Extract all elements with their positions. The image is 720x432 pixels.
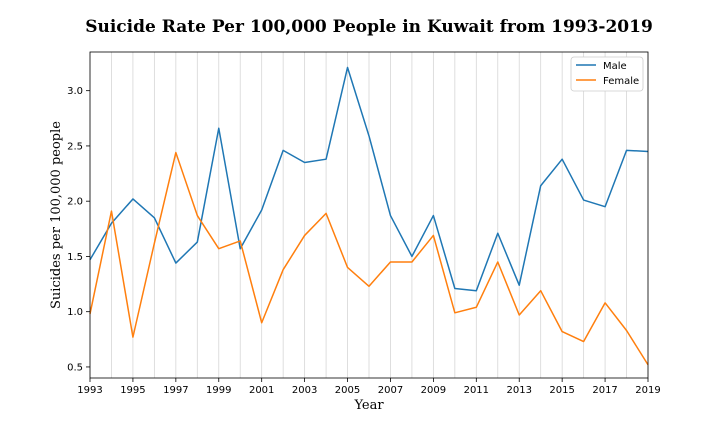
x-tick-label: 2005 [335, 385, 360, 396]
x-tick-label: 1995 [120, 385, 145, 396]
y-axis-label: Suicides per 100,000 people [49, 121, 64, 309]
x-tick-label: 1993 [77, 385, 102, 396]
y-tick-label: 0.5 [67, 362, 83, 373]
x-tick-label: 2017 [592, 385, 617, 396]
x-axis-label: Year [353, 398, 384, 413]
y-axis-ticks: 0.5 1.0 1.5 2.0 2.5 3.0 [67, 86, 90, 373]
x-tick-label: 1997 [163, 385, 188, 396]
x-tick-label: 2001 [249, 385, 274, 396]
y-tick-label: 2.5 [67, 141, 83, 152]
x-tick-label: 1999 [206, 385, 231, 396]
y-tick-label: 1.5 [67, 252, 83, 263]
legend-label-male: Male [603, 61, 627, 72]
legend-label-female: Female [603, 76, 639, 87]
series-line-female [89, 151, 649, 366]
y-tick-label: 2.0 [67, 197, 83, 208]
series-line-male [89, 66, 649, 292]
x-tick-label: 2013 [507, 385, 532, 396]
x-tick-label: 2009 [421, 385, 446, 396]
y-tick-label: 1.0 [67, 307, 83, 318]
chart-title: Suicide Rate Per 100,000 People in Kuwai… [85, 17, 653, 37]
y-tick-label: 3.0 [67, 86, 83, 97]
plot-frame [89, 51, 649, 379]
x-tick-label: 2003 [292, 385, 317, 396]
x-grid [89, 52, 649, 378]
x-tick-label: 2007 [378, 385, 403, 396]
x-tick-label: 2011 [464, 385, 489, 396]
x-tick-label: 2015 [549, 385, 574, 396]
x-axis-ticks: 1993 1995 1997 1999 2001 2003 2005 2007 2009 2011… [77, 378, 661, 396]
x-tick-label: 2019 [635, 385, 660, 396]
legend: Male Female [570, 56, 644, 92]
series-lines [89, 66, 649, 366]
